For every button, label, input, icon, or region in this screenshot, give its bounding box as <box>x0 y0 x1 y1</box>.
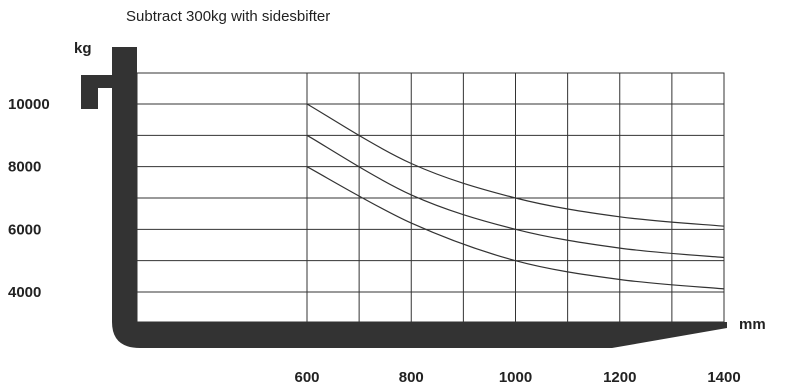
x-tick-label: 800 <box>399 369 424 386</box>
x-tick-label: 1200 <box>603 369 636 386</box>
y-tick-label: 10000 <box>8 96 50 113</box>
x-tick-label: 1000 <box>499 369 532 386</box>
x-tick-label: 1400 <box>707 369 740 386</box>
chart-grid <box>136 72 725 323</box>
y-tick-label: 8000 <box>8 159 41 176</box>
y-axis-ticks: 4000 6000 8000 10000 <box>8 96 50 301</box>
load-curve-1 <box>306 103 725 227</box>
x-tick-label: 600 <box>294 369 319 386</box>
y-axis-label: kg <box>74 40 92 57</box>
load-curve-2 <box>306 134 725 259</box>
y-tick-label: 4000 <box>8 284 41 301</box>
x-axis-label: mm <box>739 316 766 333</box>
chart-note: Subtract 300kg with sidesbifter <box>126 8 330 25</box>
x-axis-ticks: 600 800 1000 1200 1400 <box>294 369 740 386</box>
chart-series <box>306 103 725 290</box>
load-curve-3 <box>306 166 725 290</box>
y-tick-label: 6000 <box>8 221 41 238</box>
